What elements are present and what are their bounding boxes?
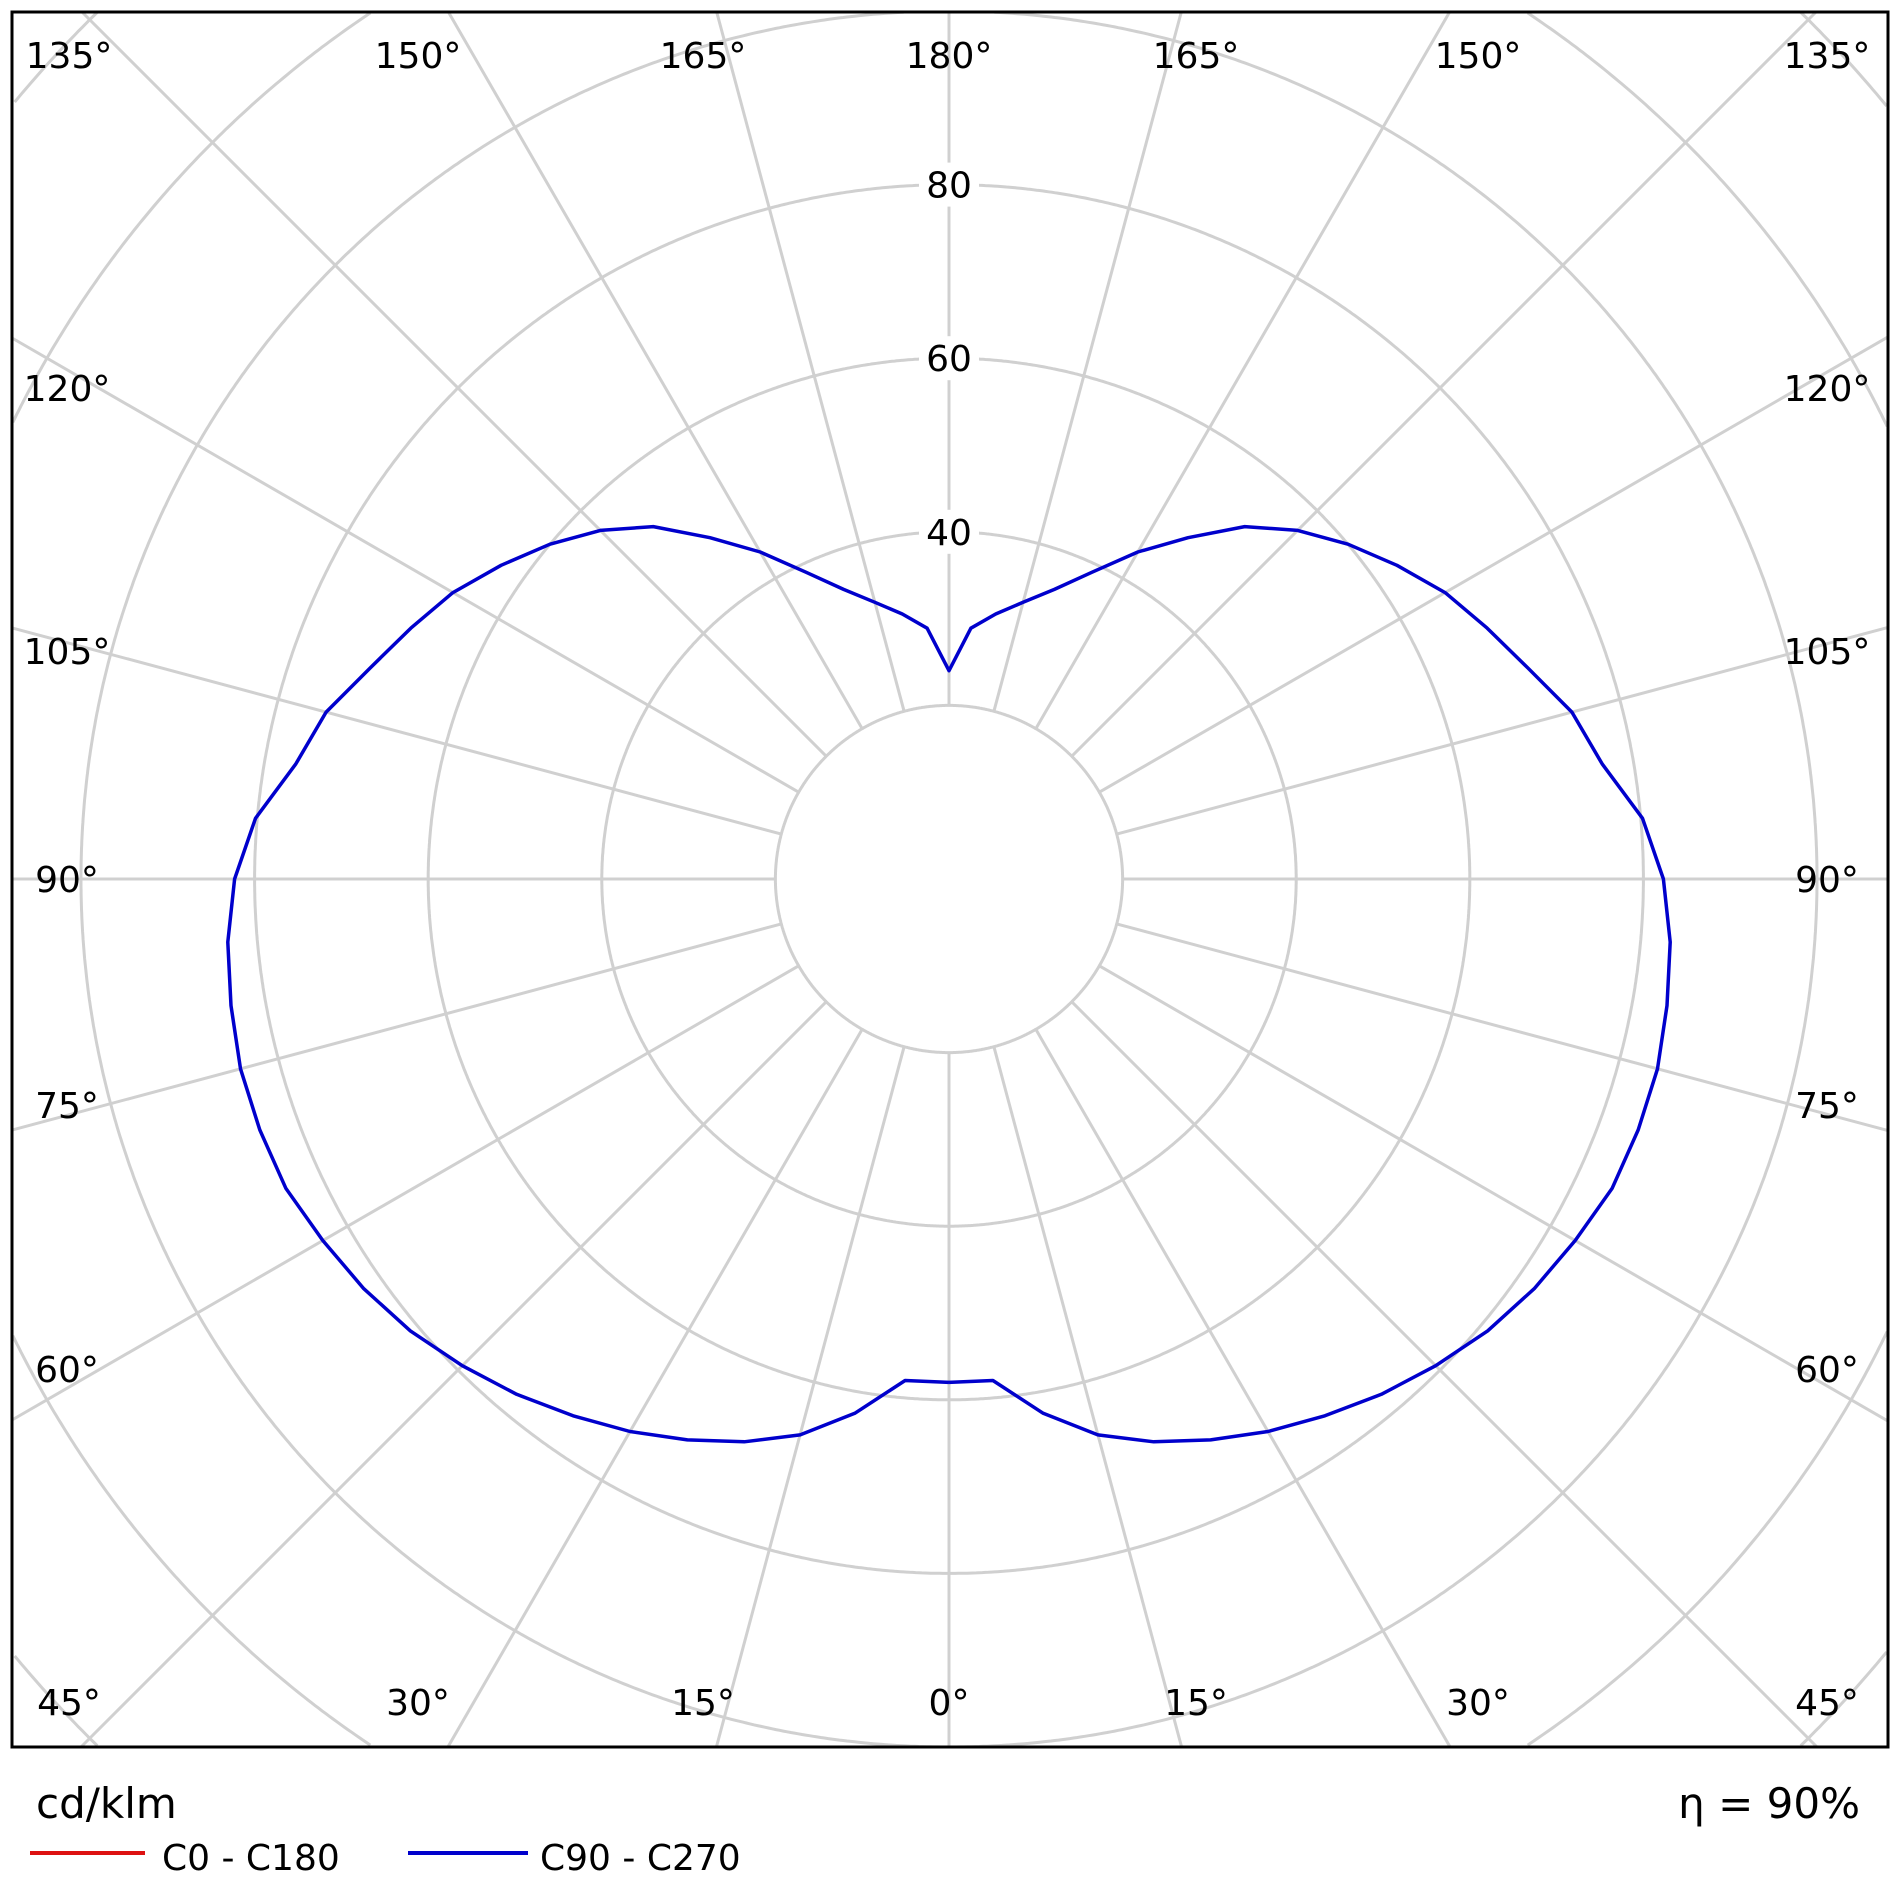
grid-spoke [11,964,800,1422]
angle-label: 45° [37,1683,101,1724]
grid-ring [79,10,1819,1749]
angle-label: 180° [906,36,993,77]
grid-spoke [1116,922,1889,1133]
grid-spoke [1116,625,1889,836]
grid-spoke [79,1000,828,1749]
grid-spoke [1070,10,1818,758]
grid-ring [11,11,372,424]
angle-label: 150° [375,36,462,77]
grid-ring [11,1334,372,1747]
angle-label: 0° [929,1683,970,1724]
radial-tick-labels: 40 60 80 [919,162,979,554]
polar-grid [11,10,1889,1749]
angle-labels: 135° 150° 165° 180° 165° 150° 135° 45° 30° 15° 0° 1… [24,36,1871,1724]
radial-tick-label: 40 [926,513,972,554]
grid-spoke [1034,1028,1452,1748]
angle-label: 60° [1795,1350,1859,1391]
grid-ring [13,11,99,103]
grid-spoke [447,11,864,730]
grid-spoke [80,10,828,758]
grid-spoke [992,1046,1184,1748]
angle-label: 30° [386,1683,450,1724]
legend-label-c0-c180: C0 - C180 [162,1838,340,1879]
angle-label: 165° [1153,36,1240,77]
grid-spoke [1098,964,1889,1423]
angle-label: 105° [24,632,111,673]
legend-label-c90-c270: C90 - C270 [540,1838,741,1879]
legend: C0 - C180 C90 - C270 [30,1838,741,1879]
angle-label: 75° [1795,1086,1859,1127]
angle-label: 150° [1435,36,1522,77]
angle-label: 120° [24,369,111,410]
angle-label: 135° [26,36,113,77]
grid-ring [773,703,1125,1055]
grid-ring [1526,11,1889,428]
grid-ring [1799,11,1888,107]
grid-spoke [714,1046,906,1748]
angle-label: 75° [35,1086,99,1127]
grid-ring [1799,1651,1888,1747]
grid-spoke [1098,335,1889,794]
angle-label: 45° [1795,1683,1859,1724]
grid-spoke [11,922,782,1132]
radial-tick-label: 60 [926,339,972,380]
tick-label-bg [919,162,979,207]
angle-label: 90° [35,860,99,901]
series-curve-C90-C270 [226,524,1672,1444]
grid-spoke [446,1028,864,1748]
grid-spoke [1034,11,1451,730]
curves [226,524,1672,1444]
angle-label: 60° [35,1350,99,1391]
tick-label-bg [919,336,979,381]
efficiency-label: η = 90% [1678,1779,1860,1828]
plot-frame [10,10,1890,1749]
grid-spoke [1070,1000,1819,1749]
grid-ring [994,10,1819,879]
grid-ring [13,1655,99,1747]
angle-label: 135° [1784,36,1871,77]
angle-label: 15° [1164,1683,1228,1724]
grid-spoke [11,336,800,794]
angle-label: 90° [1795,860,1859,901]
grid-ring [1526,1330,1889,1747]
tick-label-bg [919,509,979,554]
radial-tick-label: 80 [926,166,972,207]
angle-label: 165° [660,36,747,77]
angle-label: 105° [1784,632,1871,673]
grid-spoke [715,11,906,712]
grid-spoke [11,626,782,836]
angle-label: 30° [1446,1683,1510,1724]
unit-label: cd/klm [36,1779,177,1828]
angle-label: 15° [671,1683,735,1724]
angle-label: 120° [1784,369,1871,410]
grid-spoke [992,11,1183,712]
